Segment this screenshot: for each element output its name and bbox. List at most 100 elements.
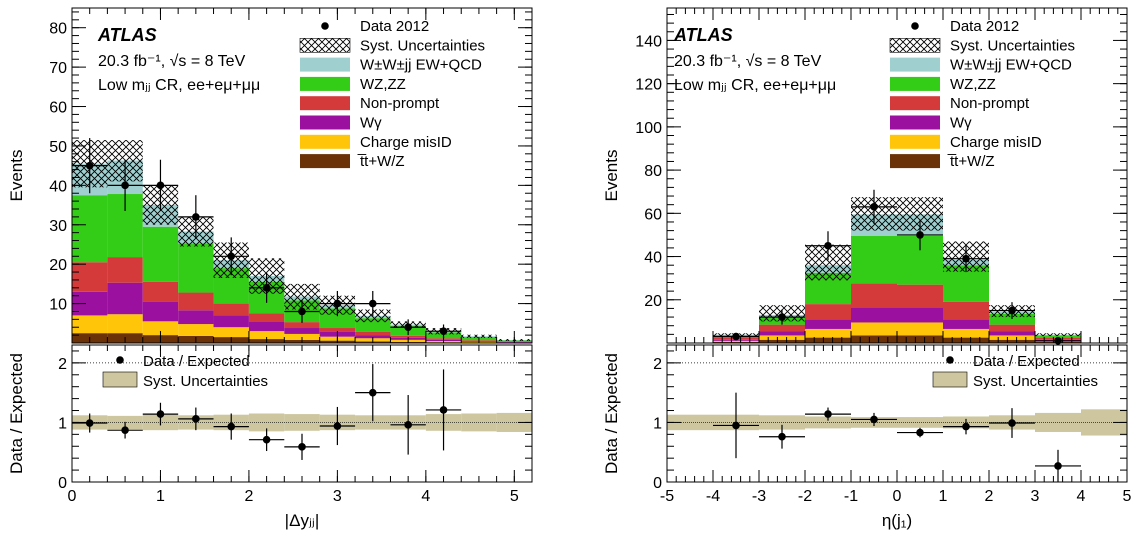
y-tick-label: 80 xyxy=(49,21,67,38)
bar-ttbar-7 xyxy=(989,339,1035,343)
data-point-5 xyxy=(262,284,271,292)
ratio-point-8 xyxy=(368,388,377,397)
x-tick-label: 3 xyxy=(1031,488,1040,505)
legend-label-chargemisid: Charge misID xyxy=(360,134,452,151)
x-tick-label: -4 xyxy=(706,488,720,505)
ratio-point-3 xyxy=(870,415,878,424)
ratio-y-tick-label: 0 xyxy=(58,475,67,492)
bar-chargemisid-1 xyxy=(713,340,759,342)
y-tick-label: 120 xyxy=(635,77,662,94)
ratio-point-5 xyxy=(962,422,970,431)
bar-wzzz-3 xyxy=(178,243,214,293)
atlas-label: ATLAS xyxy=(97,25,157,45)
bar-ttbar-2 xyxy=(759,339,805,343)
data-point-5 xyxy=(962,254,970,263)
x-tick-label: 4 xyxy=(1077,488,1086,505)
ratio-y-tick-label: 2 xyxy=(653,356,662,373)
bar-wgamma-2 xyxy=(142,301,179,322)
bar-wgamma-6 xyxy=(943,319,989,329)
legend-label-nonprompt: Non-prompt xyxy=(360,95,440,112)
legend-label-chargemisid: Charge misID xyxy=(950,134,1042,151)
data-point-7 xyxy=(333,299,342,308)
bar-wgamma-8 xyxy=(355,335,391,339)
bar-chargemisid-2 xyxy=(759,335,805,340)
ratio-point-2 xyxy=(824,410,832,418)
data-point-3 xyxy=(870,203,878,211)
bar-nonprompt-7 xyxy=(989,324,1035,332)
bar-nonprompt-4 xyxy=(851,283,897,308)
ratio-point-6 xyxy=(298,443,306,451)
bar-nonprompt-5 xyxy=(897,284,943,308)
lumi-text: 20.3 fb⁻¹, √s = 8 TeV xyxy=(98,53,246,70)
ratio-legend-syst-swatch xyxy=(102,371,138,388)
legend-data-marker xyxy=(911,22,919,30)
legend-swatch-syst xyxy=(889,37,941,53)
x-tick-label: 1 xyxy=(156,488,165,505)
x-tick-label: -1 xyxy=(844,488,858,505)
bar-ttbar-3 xyxy=(805,337,851,343)
bar-chargemisid-4 xyxy=(213,327,249,338)
ratio-legend-data-marker xyxy=(946,356,954,364)
legend-label-syst: Syst. Uncertainties xyxy=(360,37,485,54)
ratio-y-tick-label: 0 xyxy=(653,475,662,492)
bar-nonprompt-5 xyxy=(248,313,285,322)
ratio-point-10 xyxy=(439,406,448,414)
legend-label-wzzz: WZ,ZZ xyxy=(360,76,406,93)
legend-label-ttbar: t̅t+W/Z xyxy=(947,153,995,170)
legend-swatch-syst xyxy=(299,37,351,53)
ratio-legend-data-label: Data / Expected xyxy=(973,353,1080,370)
bar-chargemisid-6 xyxy=(943,328,989,338)
legend-data-marker xyxy=(321,22,329,30)
y-axis-title-ratio: Data / Expected xyxy=(602,353,621,474)
y-tick-label: 60 xyxy=(49,100,67,117)
y-tick-label: 30 xyxy=(49,218,67,235)
bar-ttbar-4 xyxy=(851,335,897,343)
bar-wzzz-8 xyxy=(1035,335,1081,338)
ratio-legend-data-label: Data / Expected xyxy=(143,353,250,370)
bar-wgamma-3 xyxy=(178,310,214,325)
bar-wzzz-7 xyxy=(989,313,1035,325)
bar-chargemisid-3 xyxy=(178,324,214,336)
legend-label-wzzz: WZ,ZZ xyxy=(950,76,996,93)
y-tick-label: 50 xyxy=(49,139,67,156)
ratio-point-4 xyxy=(227,422,236,431)
bar-wgamma-5 xyxy=(248,321,285,332)
data-point-0 xyxy=(732,332,740,341)
y-axis-title-main: Events xyxy=(602,150,621,202)
data-point-8 xyxy=(368,299,377,308)
bar-chargemisid-5 xyxy=(248,331,285,340)
x-tick-label: 2 xyxy=(985,488,994,505)
ratio-point-7 xyxy=(333,422,342,430)
ratio-legend-data-marker xyxy=(116,356,124,364)
legend-label-wwjj: W±W±jj EW+QCD xyxy=(950,57,1072,74)
x-tick-label: 2 xyxy=(244,488,253,505)
bar-ttbar-6 xyxy=(943,337,989,343)
bar-nonprompt-6 xyxy=(284,322,320,329)
legend-swatch-wgamma xyxy=(890,115,940,130)
bar-nonprompt-6 xyxy=(943,301,989,320)
data-point-10 xyxy=(439,327,448,335)
bar-chargemisid-3 xyxy=(805,328,851,338)
ratio-point-1 xyxy=(778,432,786,441)
x-tick-label: 3 xyxy=(333,488,342,505)
bar-chargemisid-4 xyxy=(851,322,897,336)
legend-swatch-wzzz xyxy=(890,76,940,91)
data-point-1 xyxy=(778,313,786,321)
ratio-legend-syst-swatch xyxy=(932,371,968,388)
x-tick-label: 0 xyxy=(893,488,902,505)
data-point-3 xyxy=(192,213,200,221)
y-tick-label: 20 xyxy=(644,293,662,310)
legend-data-label: Data 2012 xyxy=(360,18,429,35)
bar-wgamma-7 xyxy=(989,331,1035,336)
y-tick-label: 80 xyxy=(644,163,662,180)
bar-ttbar-1 xyxy=(713,341,759,343)
y-tick-label: 10 xyxy=(49,297,67,314)
atlas-label: ATLAS xyxy=(673,25,733,45)
bar-wgamma-1 xyxy=(107,282,143,315)
data-point-6 xyxy=(1008,306,1016,315)
legend-label-ttbar: t̅t+W/Z xyxy=(357,153,405,170)
region-text: Low mⱼⱼ CR, ee+eμ+μμ xyxy=(98,77,260,94)
legend-label-nonprompt: Non-prompt xyxy=(950,95,1030,112)
ratio-point-7 xyxy=(1054,462,1062,470)
